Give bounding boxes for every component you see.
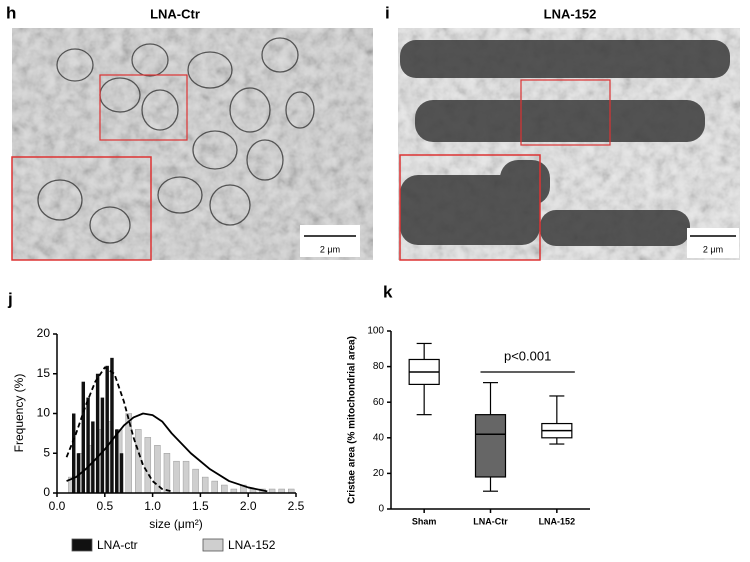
bar bbox=[163, 453, 171, 494]
panel-letter: i bbox=[385, 3, 390, 22]
legend-label: LNA-ctr bbox=[97, 538, 138, 552]
scale-bar-label: 2 μm bbox=[320, 244, 340, 254]
bar bbox=[115, 429, 119, 493]
bar bbox=[86, 397, 90, 493]
bar bbox=[105, 365, 109, 493]
y-tick-label: 60 bbox=[373, 397, 385, 408]
bar bbox=[95, 373, 100, 493]
y-tick-label: 0 bbox=[43, 485, 50, 499]
bar bbox=[110, 357, 114, 493]
annotation: p<0.001 bbox=[504, 348, 551, 363]
bar bbox=[76, 453, 81, 493]
x-tick-label: 2.5 bbox=[288, 499, 305, 513]
x-tick-label: LNA-152 bbox=[539, 516, 576, 526]
panel-letter: k bbox=[383, 282, 393, 301]
y-axis-label: Frequency (%) bbox=[12, 374, 26, 453]
y-tick-label: 15 bbox=[37, 366, 51, 380]
x-tick-label: 2.0 bbox=[240, 499, 257, 513]
micrograph: 2 μm bbox=[11, 28, 373, 261]
legend-swatch bbox=[71, 538, 93, 552]
y-tick-label: 0 bbox=[378, 504, 384, 515]
image-title: LNA-152 bbox=[544, 6, 597, 21]
panel-letter: j bbox=[7, 289, 13, 308]
y-axis-label: Cristae area (% mitochondrial area) bbox=[347, 336, 358, 504]
bar bbox=[192, 468, 199, 494]
bar bbox=[91, 421, 95, 493]
scale-bar-label: 2 μm bbox=[703, 244, 723, 254]
x-tick-label: LNA-Ctr bbox=[473, 516, 508, 526]
legend-label: LNA-152 bbox=[228, 538, 276, 552]
bar bbox=[173, 460, 180, 494]
bar bbox=[119, 453, 124, 493]
fit-curve bbox=[65, 366, 172, 493]
bar bbox=[211, 480, 218, 494]
x-tick-label: Sham bbox=[412, 516, 437, 526]
x-tick-label: 0.0 bbox=[49, 499, 66, 513]
bar bbox=[72, 413, 76, 493]
y-tick-label: 40 bbox=[373, 432, 385, 443]
legend-swatch bbox=[202, 538, 224, 552]
x-tick-label: 0.5 bbox=[96, 499, 113, 513]
bar bbox=[135, 429, 142, 494]
bar bbox=[182, 460, 190, 494]
y-tick-label: 10 bbox=[37, 406, 51, 420]
panel-letter: h bbox=[6, 3, 16, 22]
y-tick-label: 20 bbox=[37, 326, 51, 340]
fit-curve bbox=[66, 412, 268, 493]
bar bbox=[201, 476, 209, 494]
micrograph: 2 μm bbox=[398, 28, 740, 261]
box bbox=[474, 414, 507, 478]
x-axis-label: size (μm²) bbox=[149, 517, 203, 531]
y-tick-label: 100 bbox=[367, 326, 384, 337]
bar bbox=[144, 437, 152, 494]
bar bbox=[100, 397, 105, 493]
y-tick-label: 20 bbox=[373, 468, 385, 479]
bar bbox=[221, 484, 228, 494]
image-title: LNA-Ctr bbox=[150, 6, 200, 21]
x-tick-label: 1.0 bbox=[144, 499, 161, 513]
bar bbox=[81, 381, 86, 493]
y-tick-label: 80 bbox=[373, 361, 385, 372]
y-tick-label: 5 bbox=[43, 445, 50, 459]
x-tick-label: 1.5 bbox=[192, 499, 209, 513]
